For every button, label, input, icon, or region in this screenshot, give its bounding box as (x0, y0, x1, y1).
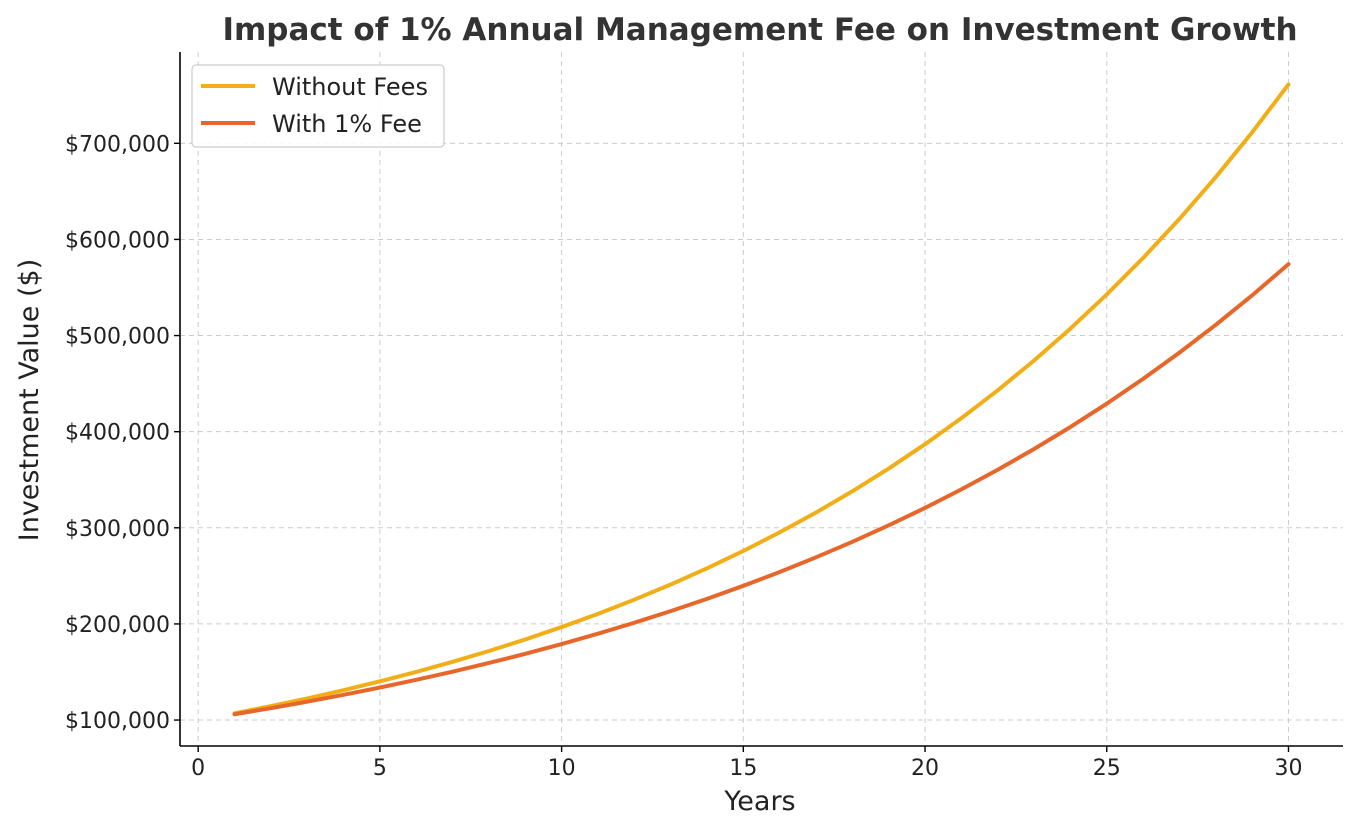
tick-labels: 0 5 10 15 20 25 30 $100,000 $200,000 $300,000 $400… (65, 132, 1302, 781)
x-tick-label: 30 (1274, 756, 1302, 781)
y-tick-label: $200,000 (65, 613, 170, 638)
y-tick-label: $500,000 (65, 325, 170, 350)
legend: Without Fees With 1% Fee (191, 64, 445, 148)
x-tick-label: 5 (373, 756, 387, 781)
y-tick-label: $300,000 (65, 517, 170, 542)
x-tick-label: 10 (548, 756, 576, 781)
x-tick-label: 20 (911, 756, 939, 781)
x-tick-label: 25 (1093, 756, 1121, 781)
grid (180, 52, 1343, 746)
series-line-without-fees (232, 82, 1291, 716)
x-tick-label: 0 (191, 756, 205, 781)
axes (179, 52, 1343, 747)
series-lines (232, 82, 1291, 717)
y-tick-label: $100,000 (65, 709, 170, 734)
x-tick-label: 15 (729, 756, 757, 781)
legend-label-with-fee: With 1% Fee (272, 110, 422, 138)
y-tick-label: $700,000 (65, 132, 170, 157)
y-axis-label: Investment Value ($) (14, 259, 45, 542)
y-tick-label: $600,000 (65, 228, 170, 253)
legend-label-without-fees: Without Fees (272, 73, 428, 101)
chart-title: Impact of 1% Annual Management Fee on In… (222, 12, 1297, 48)
series-line-with-fee (232, 262, 1291, 717)
y-tick-label: $400,000 (65, 421, 170, 446)
x-axis-label: Years (723, 786, 795, 817)
